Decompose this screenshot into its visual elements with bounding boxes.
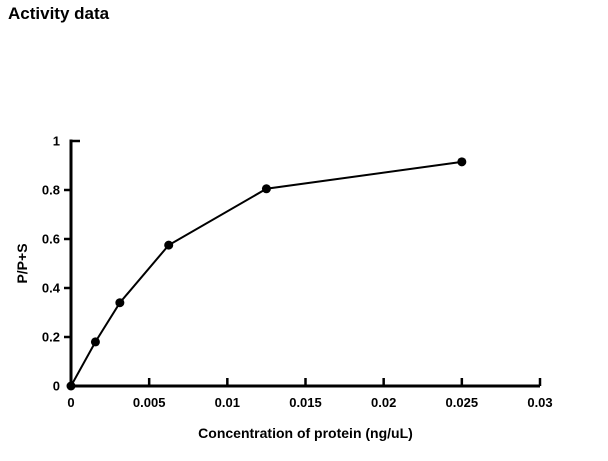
y-tick-label: 0.8 [42, 183, 60, 198]
x-tick-label: 0.015 [289, 395, 322, 410]
x-tick-label: 0.025 [446, 395, 479, 410]
y-axis-title: P/P+S [14, 243, 30, 283]
data-line [70, 160, 462, 387]
x-tick-label: 0 [67, 395, 74, 410]
y-tick-label: 0.4 [42, 281, 61, 296]
y-tick-label: 0.6 [42, 232, 60, 247]
data-point [90, 337, 100, 347]
x-tick-label: 0.01 [215, 395, 240, 410]
y-tick-label: 1 [53, 134, 60, 149]
data-point [457, 157, 467, 167]
x-tick-label: 0.005 [133, 395, 166, 410]
chart-title: Activity data [8, 4, 110, 23]
x-tick-label: 0.03 [527, 395, 552, 410]
x-tick-label: 0.02 [371, 395, 396, 410]
data-point [261, 184, 271, 194]
y-tick-label: 0.2 [42, 330, 60, 345]
data-point [164, 240, 174, 250]
x-axis-title: Concentration of protein (ng/uL) [198, 425, 413, 441]
y-tick-label: 0 [53, 379, 60, 394]
data-point [66, 381, 76, 391]
data-point [115, 298, 125, 308]
